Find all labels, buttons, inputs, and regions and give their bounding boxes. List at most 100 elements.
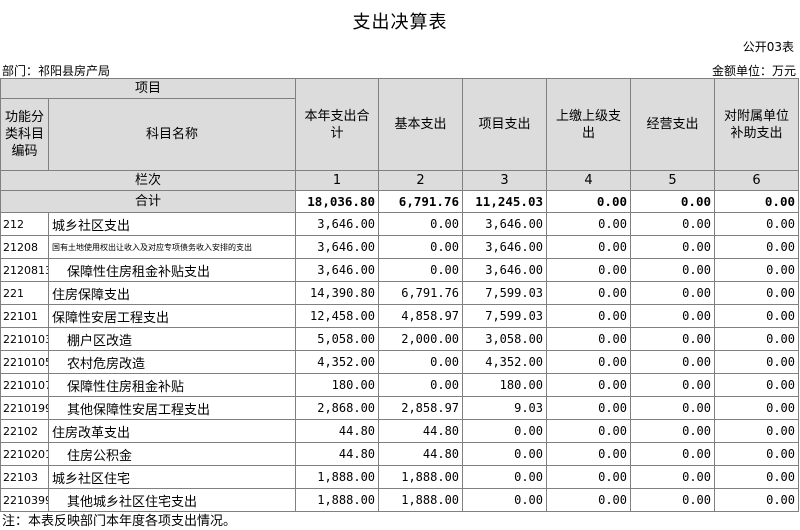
name-cell: 农村危房改造: [47, 350, 297, 374]
amount-cell: 180.00: [462, 373, 548, 397]
amount-cell: 44.80: [378, 419, 464, 443]
amount-cell: 0.00: [378, 373, 464, 397]
amount-cell: 4,352.00: [462, 350, 548, 374]
code-cell: 2210105: [0, 350, 49, 374]
amount-cell: 2,868.00: [295, 396, 380, 420]
amount-cell: 0.00: [546, 350, 632, 374]
name-cell: 城乡社区住宅: [47, 465, 297, 489]
amount-cell: 0.00: [630, 350, 716, 374]
amount-cell: 0.00: [630, 465, 716, 489]
amount-cell: 0.00: [714, 442, 800, 466]
department: 部门：祁阳县房产局: [2, 64, 111, 78]
amount-cell: 0.00: [714, 350, 800, 374]
total-cell: 11,245.03: [462, 190, 548, 213]
amount-cell: 0.00: [630, 304, 716, 328]
amount-cell: 0.00: [546, 373, 632, 397]
amount-cell: 0.00: [462, 442, 548, 466]
amount-cell: 44.80: [295, 419, 380, 443]
data-row: 221 住房保障支出 14,390.80 6,791.76 7,599.03 0.00 0.…: [0, 281, 800, 305]
amount-cell: 0.00: [546, 304, 632, 328]
amount-cell: 0.00: [714, 396, 800, 420]
index-cell: 5: [630, 170, 716, 191]
amount-cell: 0.00: [630, 488, 716, 512]
column-header: 本年支出合计: [295, 78, 380, 171]
name-cell: 其他保障性安居工程支出: [47, 396, 297, 420]
code-cell: 2120813: [0, 258, 49, 282]
amount-cell: 0.00: [546, 488, 632, 512]
code-cell: 2210399: [0, 488, 49, 512]
data-row: 2210199 其他保障性安居工程支出 2,868.00 2,858.97 9.03 0.…: [0, 396, 800, 420]
name-cell: 棚户区改造: [47, 327, 297, 351]
footnote: 注：本表反映部门本年度各项支出情况。: [2, 514, 237, 529]
amount-cell: 0.00: [630, 235, 716, 259]
table-body: 项目 本年支出合计 基本支出 项目支出 上缴上级支出 经营支出 对附属单位补助支…: [0, 78, 800, 512]
amount-cell: 44.80: [378, 442, 464, 466]
index-cell: 6: [714, 170, 800, 191]
column-header: 项目支出: [462, 78, 548, 171]
title: 支出决算表: [352, 12, 448, 33]
amount-cell: 0.00: [462, 419, 548, 443]
amount-cell: 0.00: [378, 350, 464, 374]
code-cell: 2210199: [0, 396, 49, 420]
amount-cell: 44.80: [295, 442, 380, 466]
amount-cell: 0.00: [630, 281, 716, 305]
amount-cell: 0.00: [378, 258, 464, 282]
amount-cell: 0.00: [462, 488, 548, 512]
amount-cell: 0.00: [714, 281, 800, 305]
column-header: 功能分类科目编码: [0, 98, 49, 171]
name-cell: 城乡社区支出: [47, 212, 297, 236]
index-cell: 2: [378, 170, 464, 191]
amount-cell: 3,646.00: [462, 235, 548, 259]
amount-cell: 0.00: [546, 396, 632, 420]
code-cell: 22103: [0, 465, 49, 489]
name-cell: 住房公积金: [47, 442, 297, 466]
amount-cell: 0.00: [546, 281, 632, 305]
amount-cell: 0.00: [630, 327, 716, 351]
data-row: 2210105 农村危房改造 4,352.00 0.00 4,352.00 0.00 0.0…: [0, 350, 800, 374]
amount-cell: 0.00: [546, 235, 632, 259]
amount-cell: 12,458.00: [295, 304, 380, 328]
amount-cell: 4,352.00: [295, 350, 380, 374]
column-header: 科目名称: [47, 98, 297, 171]
total-cell: 0.00: [714, 190, 800, 213]
amount-cell: 9.03: [462, 396, 548, 420]
data-row: 2210399 其他城乡社区住宅支出 1,888.00 1,888.00 0.00 0.0…: [0, 488, 800, 512]
amount-cell: 3,646.00: [462, 258, 548, 282]
amount-cell: 1,888.00: [378, 488, 464, 512]
total-cell: 0.00: [630, 190, 716, 213]
column-header: 对附属单位补助支出: [714, 78, 800, 171]
column-header: 上缴上级支出: [546, 78, 632, 171]
amount-cell: 3,646.00: [295, 258, 380, 282]
code-cell: 221: [0, 281, 49, 305]
amount-cell: 1,888.00: [378, 465, 464, 489]
amount-cell: 6,791.76: [378, 281, 464, 305]
data-row: 22101 保障性安居工程支出 12,458.00 4,858.97 7,599.03 0…: [0, 304, 800, 328]
amount-cell: 0.00: [378, 235, 464, 259]
total-label: 合计: [0, 190, 297, 213]
data-row: 2210107 保障性住房租金补贴 180.00 0.00 180.00 0.00 0.00…: [0, 373, 800, 397]
data-row: 22102 住房改革支出 44.80 44.80 0.00 0.00 0.00 0.00: [0, 419, 800, 443]
amount-cell: 5,058.00: [295, 327, 380, 351]
name-cell: 国有土地使用权出让收入及对应专项债务收入安排的支出: [47, 235, 297, 259]
name-cell: 住房保障支出: [47, 281, 297, 305]
amount-cell: 0.00: [630, 419, 716, 443]
amount-cell: 0.00: [630, 373, 716, 397]
total-row: 合计 18,036.80 6,791.76 11,245.03 0.00 0.00 0.0…: [0, 190, 800, 213]
code-cell: 2210107: [0, 373, 49, 397]
amount-cell: 3,646.00: [295, 235, 380, 259]
data-row: 2120813 保障性住房租金补贴支出 3,646.00 0.00 3,646.00 0.…: [0, 258, 800, 282]
code-cell: 22102: [0, 419, 49, 443]
column-header: 基本支出: [378, 78, 464, 171]
data-row: 2210201 住房公积金 44.80 44.80 0.00 0.00 0.00 0.00: [0, 442, 800, 466]
total-cell: 0.00: [546, 190, 632, 213]
amount-cell: 0.00: [378, 212, 464, 236]
unit: 金额单位：万元: [711, 64, 796, 78]
code-cell: 22101: [0, 304, 49, 328]
amount-cell: 0.00: [546, 258, 632, 282]
amount-cell: 0.00: [714, 373, 800, 397]
data-row: 22103 城乡社区住宅 1,888.00 1,888.00 0.00 0.00 0.00 0…: [0, 465, 800, 489]
name-cell: 其他城乡社区住宅支出: [47, 488, 297, 512]
amount-cell: 2,000.00: [378, 327, 464, 351]
